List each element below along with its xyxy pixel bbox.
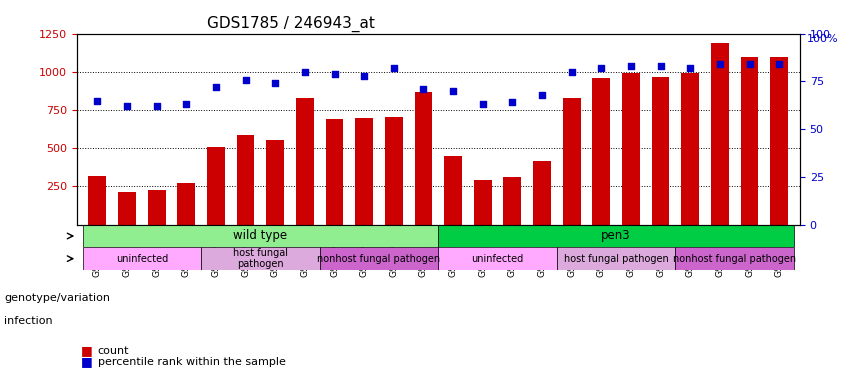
- Bar: [438, 225, 794, 248]
- Bar: [504, 177, 522, 225]
- Text: ■: ■: [81, 344, 93, 357]
- Text: nonhost fungal pathogen: nonhost fungal pathogen: [673, 254, 797, 264]
- Point: [683, 65, 697, 71]
- Point: [209, 84, 223, 90]
- Bar: [563, 98, 580, 225]
- Point: [773, 61, 786, 67]
- Bar: [592, 78, 610, 225]
- Text: infection: infection: [4, 316, 53, 326]
- Bar: [682, 74, 700, 225]
- Text: ■: ■: [81, 356, 93, 368]
- Bar: [89, 176, 106, 225]
- Point: [268, 80, 282, 86]
- Bar: [296, 98, 314, 225]
- Point: [357, 73, 371, 79]
- Bar: [557, 248, 676, 270]
- Bar: [320, 248, 438, 270]
- Bar: [83, 248, 201, 270]
- Point: [387, 65, 401, 71]
- Bar: [438, 248, 557, 270]
- Bar: [533, 161, 551, 225]
- Point: [595, 65, 608, 71]
- Bar: [622, 74, 640, 225]
- Point: [150, 103, 163, 109]
- Text: wild type: wild type: [233, 230, 288, 243]
- Bar: [652, 76, 670, 225]
- Text: host fungal
pathogen: host fungal pathogen: [233, 248, 288, 270]
- Text: uninfected: uninfected: [471, 254, 523, 264]
- Text: GDS1785 / 246943_at: GDS1785 / 246943_at: [207, 16, 374, 32]
- Text: genotype/variation: genotype/variation: [4, 293, 111, 303]
- Point: [239, 76, 253, 82]
- Point: [505, 99, 519, 105]
- Point: [654, 63, 667, 69]
- Point: [180, 101, 193, 107]
- Point: [476, 101, 489, 107]
- Bar: [177, 183, 195, 225]
- Text: percentile rank within the sample: percentile rank within the sample: [98, 357, 286, 367]
- Point: [298, 69, 311, 75]
- Bar: [201, 248, 320, 270]
- Bar: [237, 135, 254, 225]
- Point: [565, 69, 579, 75]
- Point: [446, 88, 460, 94]
- Text: nonhost fungal pathogen: nonhost fungal pathogen: [317, 254, 441, 264]
- Text: uninfected: uninfected: [116, 254, 168, 264]
- Bar: [207, 147, 225, 225]
- Point: [328, 71, 341, 77]
- Point: [713, 61, 727, 67]
- Bar: [326, 119, 344, 225]
- Bar: [266, 140, 284, 225]
- Point: [743, 61, 757, 67]
- Point: [417, 86, 431, 92]
- Bar: [414, 92, 432, 225]
- Bar: [770, 57, 788, 225]
- Text: count: count: [98, 346, 129, 355]
- Bar: [83, 225, 438, 248]
- Bar: [355, 118, 373, 225]
- Point: [535, 92, 549, 98]
- Point: [120, 103, 134, 109]
- Point: [90, 98, 104, 104]
- Bar: [148, 190, 166, 225]
- Bar: [740, 57, 758, 225]
- Bar: [676, 248, 794, 270]
- Bar: [385, 117, 403, 225]
- Bar: [118, 192, 136, 225]
- Text: pen3: pen3: [602, 230, 631, 243]
- Bar: [711, 43, 728, 225]
- Bar: [444, 156, 462, 225]
- Bar: [474, 180, 492, 225]
- Text: host fungal pathogen: host fungal pathogen: [563, 254, 669, 264]
- Text: 100%: 100%: [807, 34, 839, 44]
- Point: [624, 63, 637, 69]
